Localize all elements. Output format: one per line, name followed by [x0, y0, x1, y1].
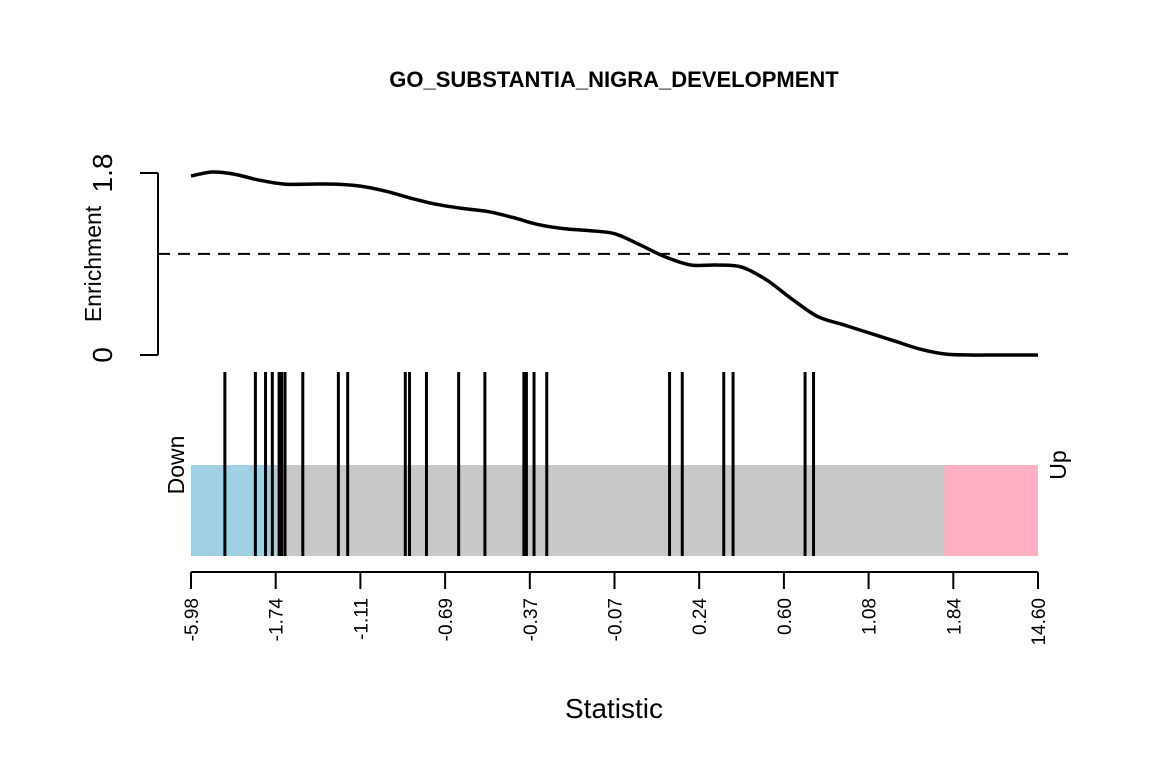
x-tick-label-5: -0.07 — [606, 598, 627, 641]
x-axis-label: Statistic — [565, 693, 663, 724]
x-tick-label-8: 1.08 — [860, 598, 881, 635]
x-tick-label-3: -0.69 — [436, 598, 457, 641]
y-tick-label-bottom: 0 — [87, 347, 118, 363]
x-tick-label-4: -0.37 — [521, 598, 542, 641]
x-tick-label-9: 1.84 — [944, 598, 965, 635]
barcode-panel: Down Up — [163, 372, 1071, 556]
x-ticks: -5.98 -1.74 -1.11 -0.69 -0.37 -0.07 0.24 0.60 1.… — [182, 572, 1050, 646]
enrichment-curve — [190, 170, 1038, 357]
x-tick-label-6: 0.24 — [690, 598, 711, 635]
down-label: Down — [163, 436, 189, 495]
x-tick-label-0: -5.98 — [182, 598, 203, 641]
x-tick-label-10: 14.60 — [1029, 598, 1050, 646]
barcode-lines — [223, 372, 816, 556]
x-tick-label-2: -1.11 — [351, 598, 372, 640]
x-tick-label-7: 0.60 — [775, 598, 796, 635]
x-tick-label-1: -1.74 — [267, 598, 288, 642]
x-axis: -5.98 -1.74 -1.11 -0.69 -0.37 -0.07 0.24 0.60 1.… — [182, 571, 1050, 724]
up-region — [944, 465, 1038, 556]
chart-title: GO_SUBSTANTIA_NIGRA_DEVELOPMENT — [389, 67, 839, 92]
enrichment-panel: 1.8 0 Enrichment — [80, 154, 1068, 363]
y-tick-label-top: 1.8 — [87, 154, 118, 193]
y-axis-label: Enrichment — [80, 205, 106, 322]
middle-region — [191, 465, 1038, 556]
up-label: Up — [1045, 450, 1071, 479]
down-region — [191, 465, 276, 556]
